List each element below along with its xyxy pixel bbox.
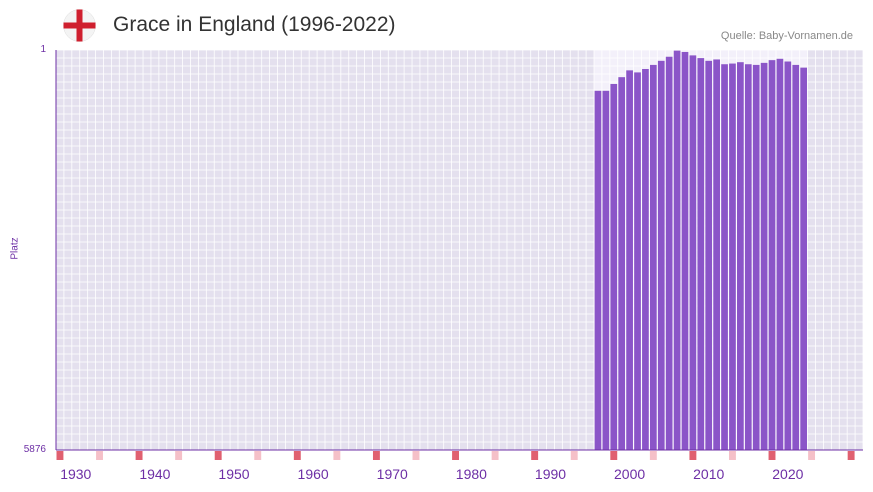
decade-marker-2008 — [689, 451, 697, 460]
x-tick-2000: 2000 — [614, 466, 646, 482]
half-decade-marker-1953 — [254, 451, 262, 460]
half-decade-marker-1963 — [333, 451, 341, 460]
bar-1998 — [610, 83, 618, 451]
grid-lines — [55, 49, 864, 451]
bar-2010 — [705, 60, 713, 450]
x-tick-2020: 2020 — [772, 466, 804, 482]
bar-2009 — [697, 58, 705, 451]
bar-2005 — [665, 56, 673, 451]
bar-2012 — [721, 64, 728, 450]
bar-2017 — [760, 62, 768, 451]
x-tick-1950: 1950 — [218, 466, 250, 482]
bar-2020 — [784, 61, 792, 451]
half-decade-marker-1933 — [96, 451, 103, 460]
decade-marker-1948 — [214, 451, 222, 460]
bar-2008 — [689, 55, 697, 450]
bar-2014 — [737, 62, 744, 451]
bar-1997 — [602, 90, 610, 450]
x-tick-1940: 1940 — [139, 466, 171, 482]
decade-marker-1998 — [610, 451, 618, 460]
bar-2001 — [634, 72, 641, 451]
bar-1996 — [594, 90, 602, 450]
decade-marker-1928 — [56, 451, 64, 460]
x-tick-1980: 1980 — [455, 466, 487, 482]
y-tick-bottom: 5876 — [23, 444, 46, 455]
england-flag-icon — [63, 9, 96, 42]
half-decade-marker-1973 — [412, 451, 420, 460]
half-decade-marker-2013 — [729, 451, 736, 460]
decade-marker-1988 — [531, 451, 539, 460]
bar-2002 — [642, 68, 649, 451]
half-decade-marker-1943 — [175, 451, 183, 460]
bar-2006 — [673, 50, 681, 451]
bar-2016 — [752, 64, 760, 450]
bar-2000 — [626, 70, 633, 450]
bar-2022 — [800, 67, 808, 451]
bar-2019 — [776, 58, 784, 450]
decade-marker-2028 — [847, 451, 855, 460]
decade-marker-1968 — [372, 451, 380, 460]
x-tick-1930: 1930 — [60, 466, 92, 482]
x-tick-1970: 1970 — [376, 466, 408, 482]
bar-1999 — [618, 77, 626, 450]
half-decade-marker-1993 — [570, 451, 578, 460]
bar-2007 — [681, 51, 689, 451]
chart-title: Grace in England (1996-2022) — [113, 13, 396, 36]
half-decade-marker-2003 — [649, 451, 657, 460]
decade-marker-1978 — [452, 451, 459, 460]
bar-2018 — [768, 60, 776, 450]
x-tick-1960: 1960 — [297, 466, 329, 482]
half-decade-marker-2023 — [808, 451, 816, 460]
decade-marker-1938 — [135, 451, 143, 460]
bar-2011 — [713, 59, 720, 450]
decade-marker-1958 — [293, 451, 301, 460]
decade-marker-2018 — [768, 451, 776, 460]
bar-2021 — [792, 64, 800, 450]
bar-2013 — [729, 63, 736, 450]
half-decade-marker-1983 — [491, 451, 499, 460]
y-tick-top: 1 — [40, 44, 46, 55]
bar-2015 — [744, 64, 752, 450]
x-tick-2010: 2010 — [693, 466, 725, 482]
source-credit: Quelle: Baby-Vornamen.de — [720, 30, 853, 42]
bar-2003 — [649, 64, 657, 450]
x-tick-1990: 1990 — [534, 466, 567, 482]
bar-2004 — [657, 60, 665, 450]
